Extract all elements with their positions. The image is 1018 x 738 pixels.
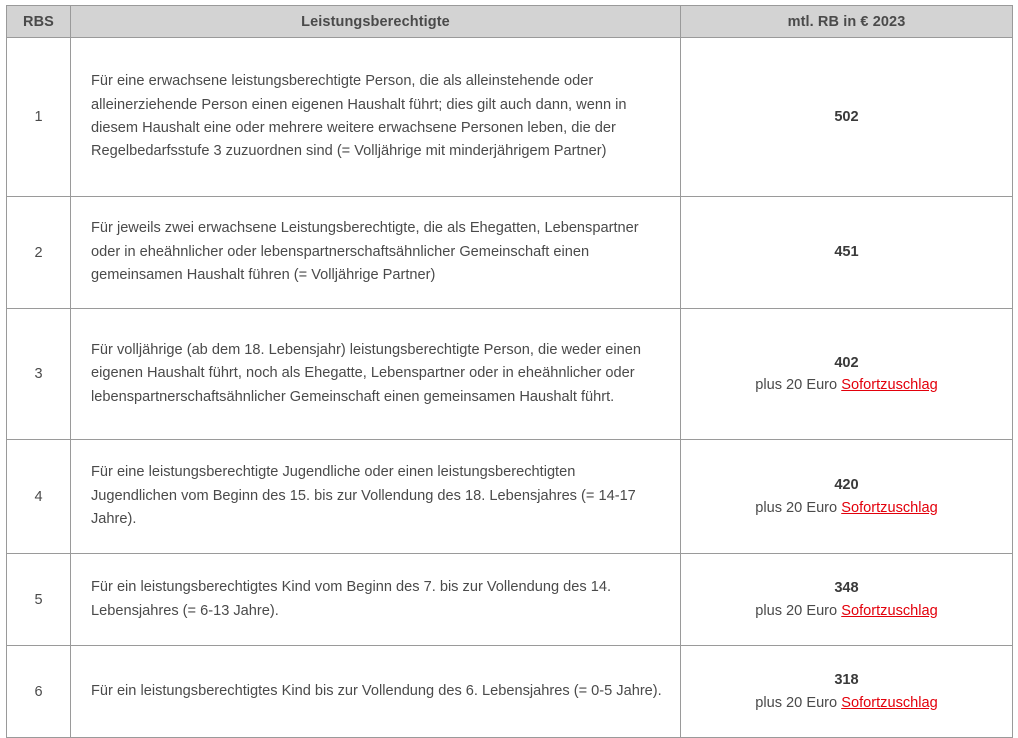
sofortzuschlag-link[interactable]: Sofortzuschlag bbox=[841, 694, 938, 711]
supplement-prefix-text: plus 20 Euro bbox=[755, 377, 842, 393]
monthly-amount-cell: 348 plus 20 Euro Sofortzuschlag bbox=[680, 553, 1013, 646]
rbs-level: 5 bbox=[6, 553, 71, 646]
monthly-amount-cell: 451 bbox=[680, 196, 1013, 309]
table-row: 6 Für ein leistungsberechtigtes Kind bis… bbox=[6, 645, 1013, 738]
monthly-amount-cell: 318 plus 20 Euro Sofortzuschlag bbox=[680, 645, 1013, 738]
table-row: 1 Für eine erwachsene leistungsberechtig… bbox=[6, 37, 1013, 197]
amount-value: 402 bbox=[834, 354, 859, 371]
rbs-level: 3 bbox=[6, 308, 71, 440]
supplement-prefix-text: plus 20 Euro bbox=[755, 499, 842, 516]
beneficiary-description: Für eine erwachsene leistungsberechtigte… bbox=[70, 37, 681, 197]
monthly-amount-cell: 420 plus 20 Euro Sofortzuschlag bbox=[680, 439, 1013, 554]
monthly-amount-cell: 402 plus 20 Euro Sofortzuschlag bbox=[680, 308, 1013, 440]
sofortzuschlag-link[interactable]: Sofortzuschlag bbox=[841, 377, 938, 393]
supplement-line: plus 20 Euro Sofortzuschlag bbox=[691, 497, 1002, 519]
amount-value: 502 bbox=[834, 108, 859, 125]
table-header-row: RBS Leistungsberechtigte mtl. RB in € 20… bbox=[6, 5, 1013, 38]
beneficiary-description: Für volljährige (ab dem 18. Lebensjahr) … bbox=[70, 308, 681, 440]
amount-value: 451 bbox=[834, 244, 859, 261]
supplement-line: plus 20 Euro Sofortzuschlag bbox=[691, 374, 1002, 396]
table-row: 5 Für ein leistungsberechtigtes Kind vom… bbox=[6, 553, 1013, 646]
beneficiary-description: Für jeweils zwei erwachsene Leistungsber… bbox=[70, 196, 681, 309]
amount-value: 420 bbox=[834, 477, 859, 494]
column-header-rbs: RBS bbox=[6, 5, 71, 38]
rbs-level: 2 bbox=[6, 196, 71, 309]
sofortzuschlag-link[interactable]: Sofortzuschlag bbox=[841, 499, 938, 516]
amount-value: 348 bbox=[834, 580, 859, 597]
column-header-leistungsberechtigte: Leistungsberechtigte bbox=[70, 5, 681, 38]
monthly-amount-cell: 502 bbox=[680, 37, 1013, 197]
table-body: 1 Für eine erwachsene leistungsberechtig… bbox=[6, 37, 1013, 738]
rbs-level: 1 bbox=[6, 37, 71, 197]
amount-value: 318 bbox=[834, 672, 859, 689]
column-header-monthly-amount: mtl. RB in € 2023 bbox=[680, 5, 1013, 38]
table-row: 3 Für volljährige (ab dem 18. Lebensjahr… bbox=[6, 308, 1013, 440]
supplement-line: plus 20 Euro Sofortzuschlag bbox=[691, 600, 1002, 622]
supplement-prefix-text: plus 20 Euro bbox=[755, 694, 842, 711]
table-row: 2 Für jeweils zwei erwachsene Leistungsb… bbox=[6, 196, 1013, 309]
regelbedarfsstufen-table-container: RBS Leistungsberechtigte mtl. RB in € 20… bbox=[6, 5, 1013, 738]
regelbedarfsstufen-table: RBS Leistungsberechtigte mtl. RB in € 20… bbox=[6, 5, 1013, 738]
sofortzuschlag-link[interactable]: Sofortzuschlag bbox=[841, 602, 938, 619]
rbs-level: 6 bbox=[6, 645, 71, 738]
beneficiary-description: Für eine leistungsberechtigte Jugendlich… bbox=[70, 439, 681, 554]
supplement-prefix-text: plus 20 Euro bbox=[755, 602, 842, 619]
beneficiary-description: Für ein leistungsberechtigtes Kind vom B… bbox=[70, 553, 681, 646]
table-header: RBS Leistungsberechtigte mtl. RB in € 20… bbox=[6, 5, 1013, 38]
rbs-level: 4 bbox=[6, 439, 71, 554]
beneficiary-description: Für ein leistungsberechtigtes Kind bis z… bbox=[70, 645, 681, 738]
supplement-line: plus 20 Euro Sofortzuschlag bbox=[691, 692, 1002, 714]
table-row: 4 Für eine leistungsberechtigte Jugendli… bbox=[6, 439, 1013, 554]
